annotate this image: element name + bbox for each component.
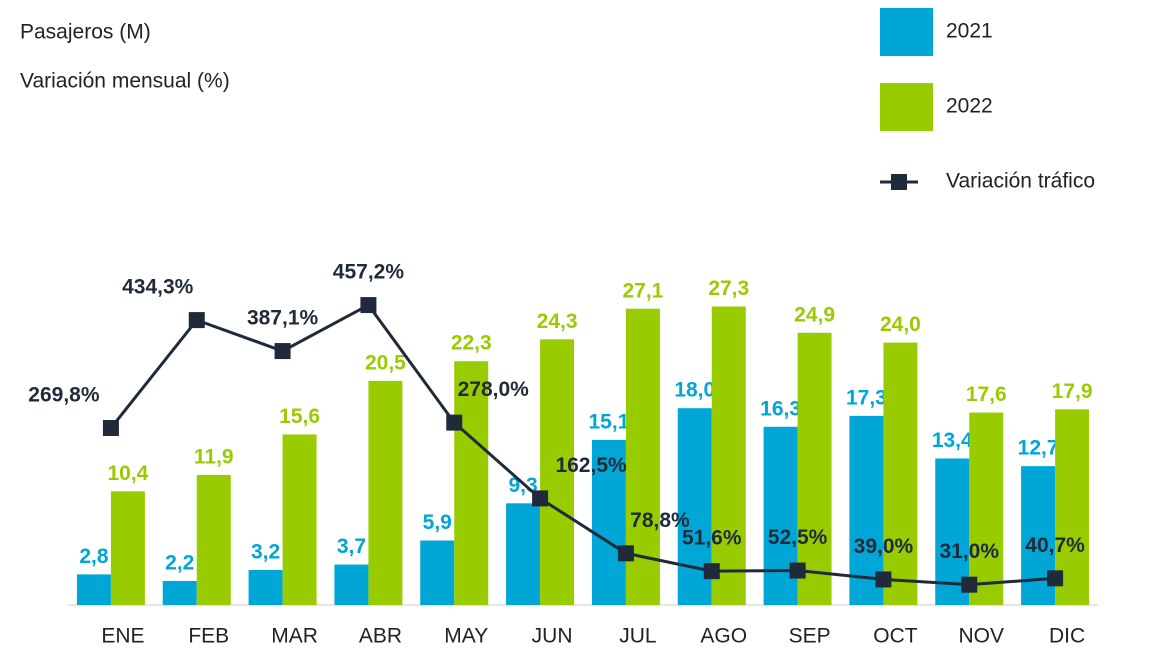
x-tick-label: JUN [532,625,573,648]
bar [506,503,541,605]
data-label: 5,9 [423,511,452,534]
data-label: 2,8 [79,545,109,568]
bar [420,540,455,605]
data-label: 17,6 [966,383,1007,406]
data-label: 17,9 [1052,380,1093,403]
bar [883,342,918,605]
data-label: 27,1 [622,279,663,302]
x-tick-label: MAY [444,625,488,648]
data-label: 39,0% [854,535,914,558]
bar [282,434,317,605]
data-label: 3,7 [337,535,366,558]
line-marker [532,490,549,507]
data-label: 24,3 [537,310,578,333]
line-marker [961,576,978,593]
data-label: 78,8% [630,509,690,532]
bar [76,574,111,605]
x-tick-label: SEP [789,625,831,648]
x-tick-label: NOV [958,625,1004,648]
line [109,303,1056,587]
x-tick-label: FEB [188,625,229,648]
bar [591,439,626,605]
data-label: 16,3 [760,397,801,420]
line-marker [446,414,463,431]
legend-label: 2022 [946,95,993,118]
bar [540,339,575,605]
data-label: 52,5% [768,526,828,549]
bar [711,306,746,605]
x-tick-label: ABR [359,625,402,648]
data-label: 387,1% [247,307,319,330]
data-label: 13,4 [932,429,973,452]
data-label: 27,3 [708,277,749,300]
line-marker [274,343,291,360]
data-label: 457,2% [333,261,405,284]
data-label: 269,8% [28,384,100,407]
data-label: 22,3 [451,332,492,355]
data-label: 15,6 [279,405,320,428]
bar [162,580,197,605]
legend-label: 2021 [946,20,993,43]
bar [110,491,145,605]
x-tick-label: DIC [1049,625,1085,648]
data-label: 17,3 [846,386,887,409]
x-tick-label: OCT [873,625,918,648]
legend-swatch [880,83,933,131]
bar [969,412,1004,605]
bar [454,361,489,605]
line-marker [102,420,119,437]
data-label: 51,6% [682,527,742,550]
y-axis-label: Pasajeros (M) [20,21,151,44]
line-marker [188,312,205,329]
x-tick-label: MAR [271,625,318,648]
line-marker [875,571,892,588]
line-marker [360,297,377,314]
line-marker [703,563,720,580]
data-label: 434,3% [122,276,194,299]
bar [248,570,283,605]
bar [368,380,403,605]
data-label: 278,0% [458,378,530,401]
bar [196,474,231,605]
y2-axis-label: Variación mensual (%) [20,70,230,93]
legend-swatch [880,8,933,56]
line-marker [617,545,634,562]
data-label: 3,2 [251,541,280,564]
bar [334,564,369,605]
x-tick-label: AGO [700,625,747,648]
x-tick-label: ENE [101,625,144,648]
legend-marker [891,174,907,190]
data-label: 18,0 [674,379,715,402]
data-label: 2,2 [165,551,194,574]
data-label: 24,0 [880,313,921,336]
legend-label: Variación tráfico [946,170,1095,193]
data-label: 11,9 [194,445,234,468]
data-label: 31,0% [939,540,999,563]
data-label: 40,7% [1025,534,1085,557]
line-marker [1047,570,1064,587]
bar [797,332,832,605]
data-label: 15,1 [588,410,629,433]
data-label: 12,7 [1018,437,1059,460]
x-tick-label: JUL [619,625,656,648]
data-label: 162,5% [555,454,627,477]
data-label: 10,4 [107,462,148,485]
data-label: 20,5 [365,351,406,374]
line-marker [789,562,806,579]
data-label: 24,9 [794,303,835,326]
